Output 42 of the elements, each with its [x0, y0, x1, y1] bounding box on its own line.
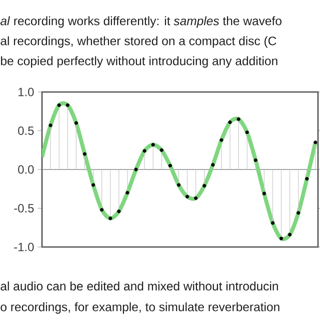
point [185, 194, 190, 198]
point [279, 236, 284, 240]
point [82, 152, 87, 156]
point [296, 211, 300, 215]
point [134, 168, 138, 172]
point [91, 183, 96, 187]
point [202, 184, 206, 188]
point [57, 103, 61, 107]
point [176, 183, 181, 187]
point [151, 142, 155, 146]
y-tick-label: -1.0 [14, 242, 34, 252]
point [270, 221, 275, 225]
point [228, 120, 232, 124]
point [254, 158, 258, 162]
text: o recordings, for example, to simulate reverberation [0, 302, 280, 314]
point [262, 192, 266, 196]
y-tick-label: 0.5 [18, 126, 34, 135]
point [108, 216, 112, 220]
point [245, 130, 249, 134]
point [305, 177, 309, 181]
y-tick-label: -0.5 [14, 204, 34, 212]
point [66, 103, 70, 107]
point [288, 232, 292, 236]
y-tick-label: 0.0 [18, 165, 34, 174]
text: al recordings, whether stored on a compact disc (C [0, 36, 276, 48]
y-tick-label: 1.0 [18, 88, 34, 96]
point [236, 117, 240, 121]
point [211, 163, 215, 167]
point [48, 124, 52, 128]
point [168, 164, 172, 168]
point [126, 190, 130, 195]
text: al audio can be edited and mixed without introducin [0, 282, 278, 291]
point [100, 208, 104, 212]
text: al recording works differently: it samples the wavefo [0, 16, 282, 28]
point [194, 196, 198, 200]
point [117, 210, 121, 214]
point [160, 148, 164, 152]
point [314, 140, 318, 144]
point [220, 138, 224, 142]
point [142, 149, 146, 153]
point [74, 121, 78, 125]
text: be copied perfectly without introducing any addition [0, 56, 278, 68]
